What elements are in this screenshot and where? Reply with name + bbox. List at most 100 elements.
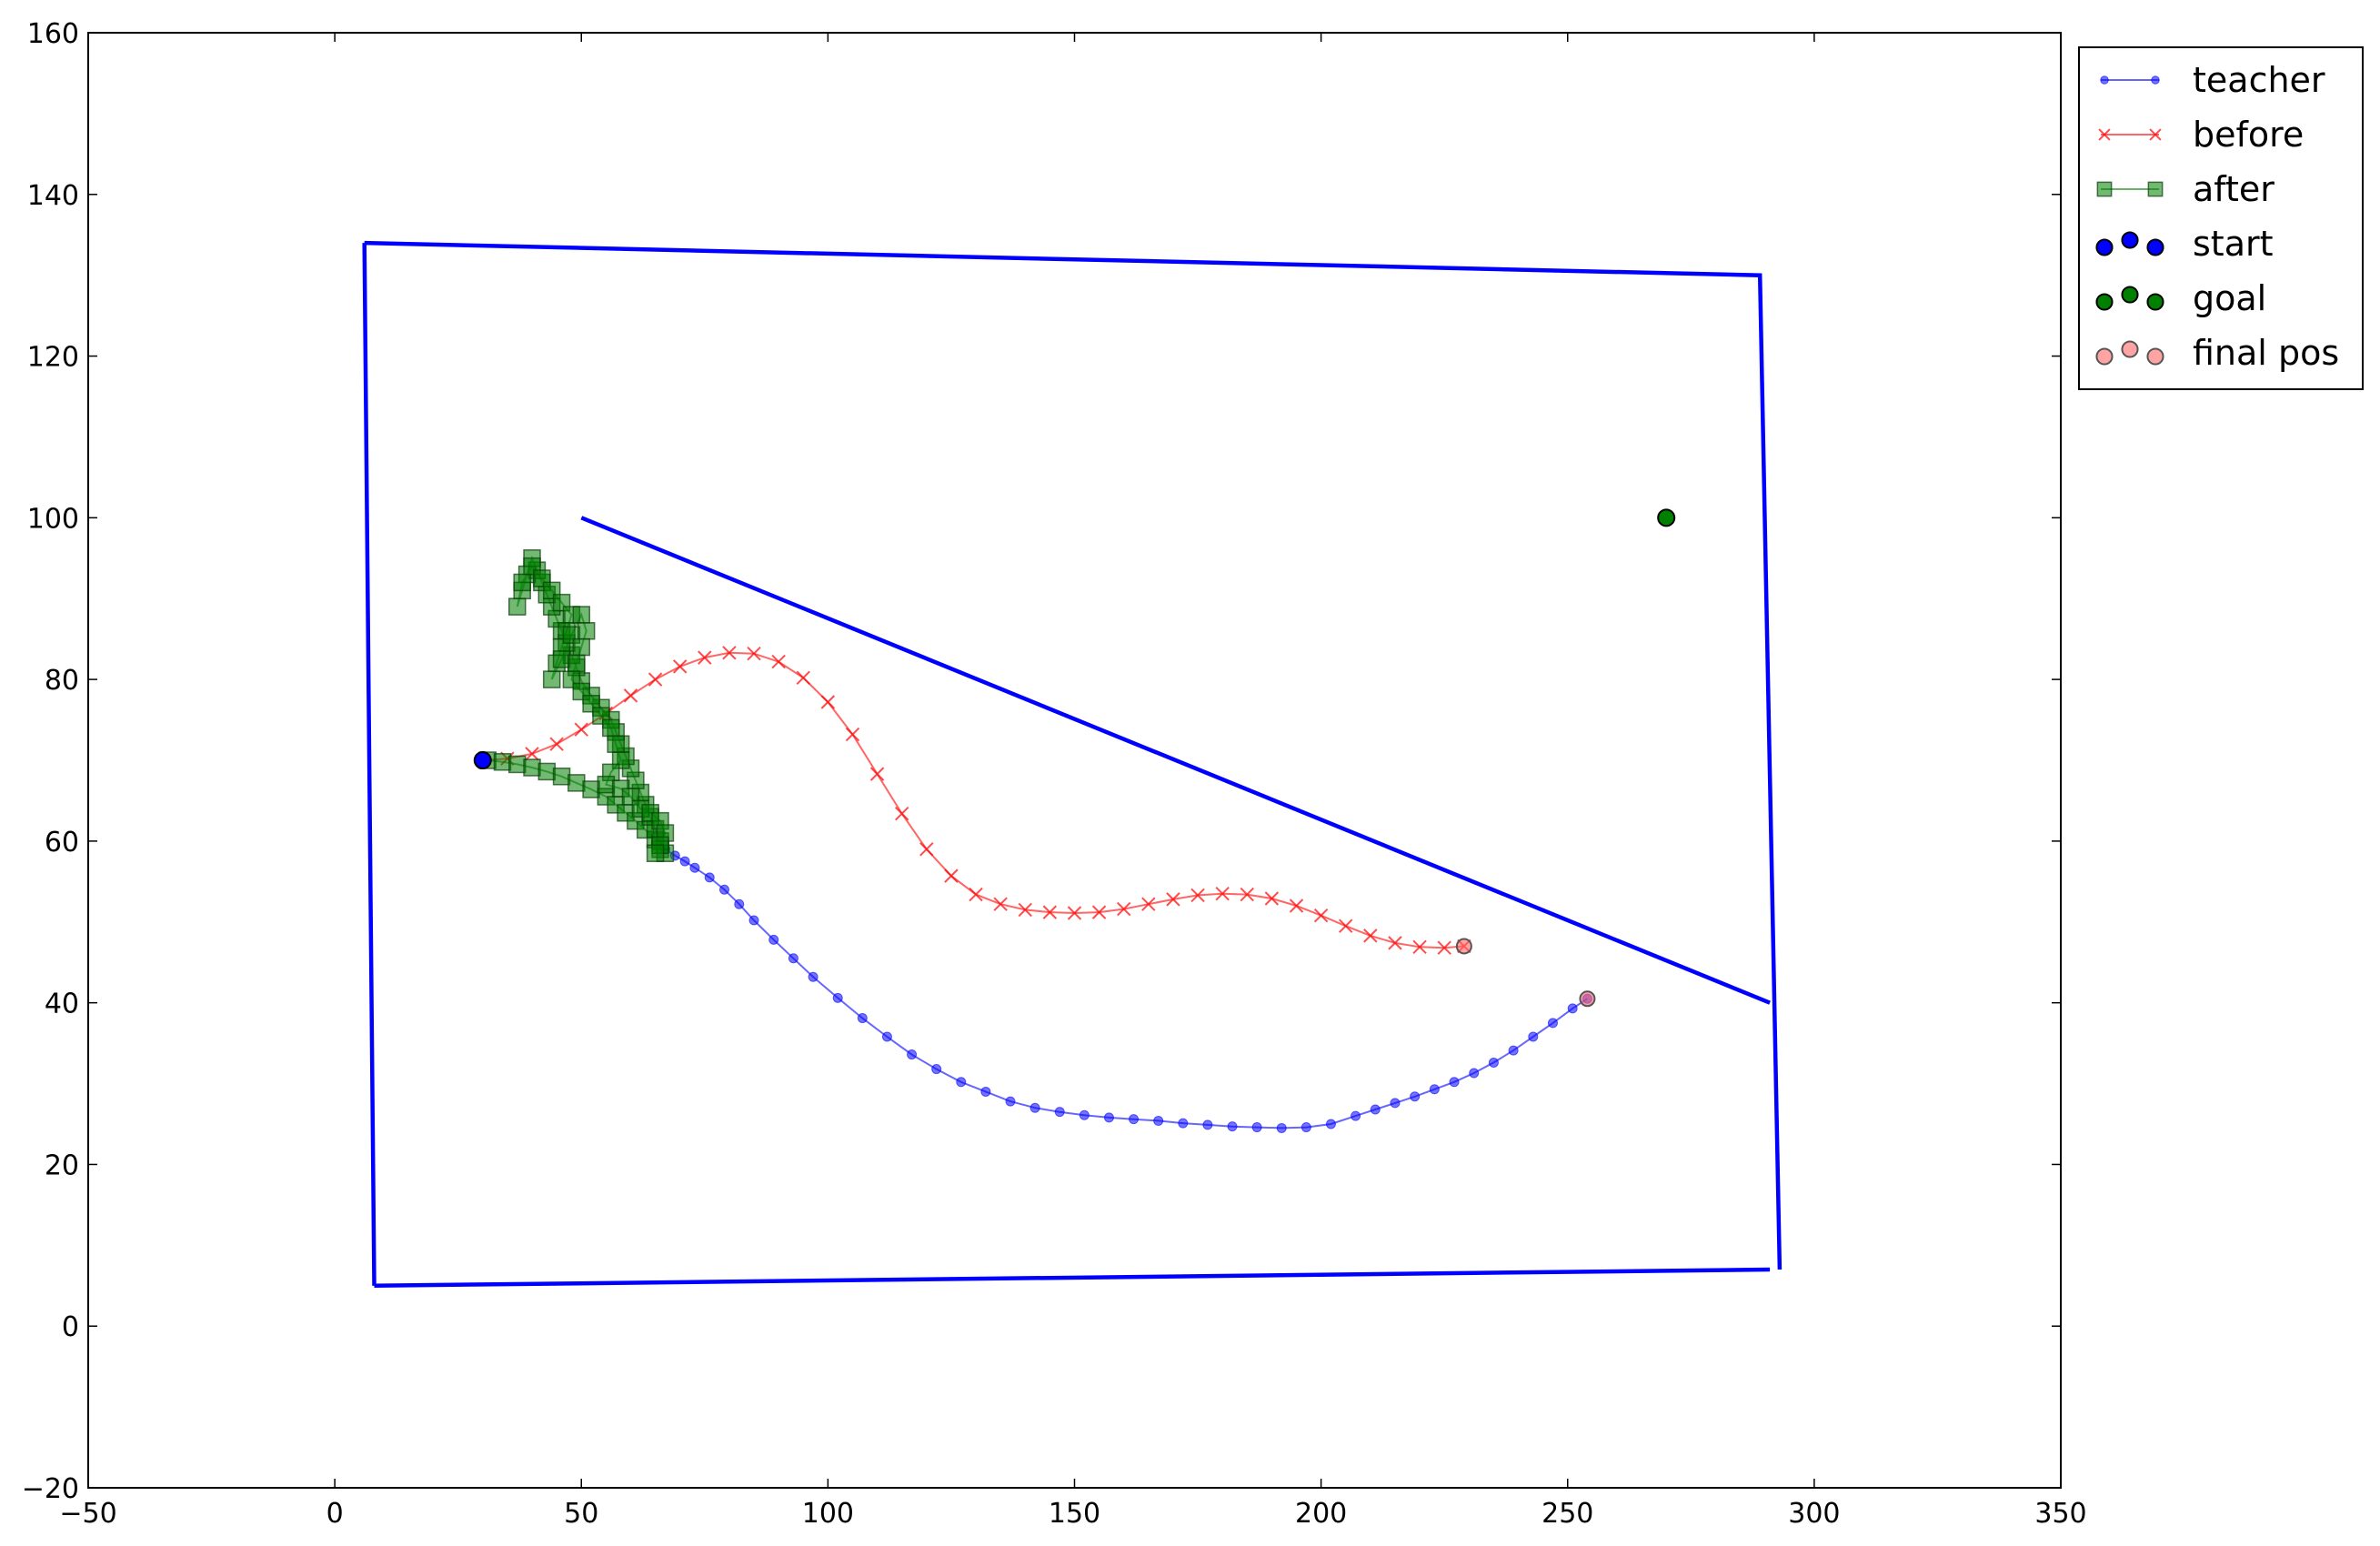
data-point-before-35: [1339, 919, 1353, 933]
data-point-teacher-23: [1129, 1114, 1140, 1125]
data-point-teacher-18: [1005, 1096, 1016, 1107]
data-point-before-11: [747, 646, 761, 661]
data-point-teacher-41: [1528, 1031, 1539, 1042]
y-tick-label: 40: [45, 989, 79, 1020]
series-start: [473, 751, 492, 769]
data-point-before-7: [648, 672, 663, 687]
legend-label: start: [2193, 224, 2274, 264]
data-point-before-27: [1141, 897, 1156, 911]
data-point-teacher-29: [1276, 1122, 1287, 1133]
data-point-teacher-5: [719, 884, 730, 895]
data-point-after-53: [552, 650, 571, 668]
y-tick-label: 20: [45, 1149, 79, 1181]
data-point-goal-0: [1657, 508, 1676, 527]
data-point-teacher-8: [768, 934, 779, 945]
data-point-teacher-34: [1390, 1098, 1401, 1109]
legend-marker-after: [2096, 181, 2113, 197]
legend-label: before: [2193, 115, 2304, 155]
legend-marker-start: [2095, 238, 2114, 256]
data-point-before-13: [796, 670, 810, 686]
series-goal: [1657, 508, 1676, 527]
legend-entry-after: after: [2096, 169, 2275, 209]
data-point-before-17: [895, 806, 909, 821]
data-point-teacher-9: [788, 953, 798, 964]
plot-clipped-group: [362, 240, 1782, 1289]
y-tick-label: 120: [27, 342, 79, 374]
legend-label: goal: [2193, 278, 2266, 318]
legend-label: final pos: [2193, 333, 2339, 373]
data-point-before-39: [1437, 940, 1451, 955]
data-point-teacher-13: [881, 1031, 892, 1042]
data-point-after-64: [607, 735, 625, 753]
data-point-before-36: [1363, 929, 1378, 943]
data-point-teacher-15: [931, 1064, 942, 1075]
data-point-before-30: [1215, 886, 1230, 901]
data-point-before-26: [1117, 901, 1131, 917]
data-point-final-pos-0: [1455, 938, 1472, 955]
legend-entry-teacher: teacher: [2100, 60, 2325, 100]
data-point-teacher-35: [1410, 1091, 1421, 1102]
legend-entry-goal: goal: [2095, 278, 2266, 318]
x-tick-label: 150: [1049, 1498, 1100, 1530]
data-point-before-8: [672, 659, 688, 674]
legend-marker-goal: [2146, 293, 2164, 311]
x-tick-label: 0: [326, 1498, 344, 1530]
data-point-before-18: [919, 842, 934, 857]
data-point-teacher-39: [1488, 1057, 1499, 1068]
data-point-after-55: [572, 606, 590, 624]
y-tick-label: 0: [62, 1311, 79, 1343]
data-point-teacher-11: [832, 992, 843, 1003]
y-tick-label: 80: [45, 665, 79, 697]
legend-marker-teacher: [2151, 75, 2160, 85]
data-point-before-15: [845, 727, 860, 742]
data-point-after-63: [602, 718, 620, 738]
y-tick-label: 140: [27, 180, 79, 212]
data-point-teacher-40: [1508, 1045, 1519, 1056]
axes: −50 0 50 100 150 200 250 300 350 −20 0 20 40 60 80 100 1…: [22, 18, 2087, 1530]
x-tick-label: 100: [802, 1498, 854, 1530]
data-point-before-25: [1091, 905, 1107, 919]
data-point-teacher-26: [1202, 1119, 1213, 1130]
data-point-after-43: [513, 573, 531, 592]
legend-marker-final-pos: [2095, 347, 2114, 366]
x-tick-label: 300: [1788, 1498, 1840, 1530]
data-point-before-32: [1264, 891, 1280, 906]
legend-entry-final-pos: final pos: [2095, 333, 2339, 373]
data-point-start-0: [473, 751, 492, 769]
data-point-teacher-27: [1227, 1121, 1238, 1132]
environment-wall-1: [374, 1267, 1771, 1289]
data-point-before-4: [574, 722, 588, 737]
data-point-before-21: [993, 897, 1008, 911]
x-tick-label: 250: [1541, 1498, 1593, 1530]
data-point-teacher-14: [907, 1049, 918, 1060]
plot-area: [362, 240, 1782, 1289]
x-tick-label: 350: [2034, 1498, 2086, 1530]
data-point-teacher-4: [704, 872, 715, 883]
legend-marker-after: [2147, 181, 2164, 197]
data-point-teacher-17: [980, 1086, 991, 1097]
data-point-after-52: [542, 670, 561, 688]
data-point-teacher-24: [1153, 1115, 1164, 1126]
data-point-teacher-3: [689, 862, 700, 873]
legend-label: teacher: [2193, 60, 2325, 100]
legend-box: [2078, 46, 2364, 390]
data-point-before-2: [525, 747, 539, 761]
data-point-after-75: [646, 844, 665, 862]
data-point-teacher-25: [1178, 1118, 1189, 1129]
data-point-after-4: [537, 762, 557, 781]
data-point-teacher-31: [1325, 1119, 1336, 1129]
y-tick-label: 60: [45, 827, 79, 858]
data-point-after-57: [572, 637, 590, 657]
legend-marker-final-pos: [2121, 340, 2139, 358]
data-point-after-7: [582, 780, 600, 798]
data-point-before-38: [1412, 939, 1427, 955]
data-point-teacher-43: [1567, 1003, 1578, 1014]
data-point-before-6: [623, 688, 638, 703]
data-point-after-56: [577, 622, 596, 640]
data-point-before-37: [1388, 936, 1402, 950]
data-point-after-6: [567, 774, 586, 792]
data-point-teacher-28: [1251, 1122, 1262, 1133]
data-point-before-34: [1313, 908, 1329, 923]
